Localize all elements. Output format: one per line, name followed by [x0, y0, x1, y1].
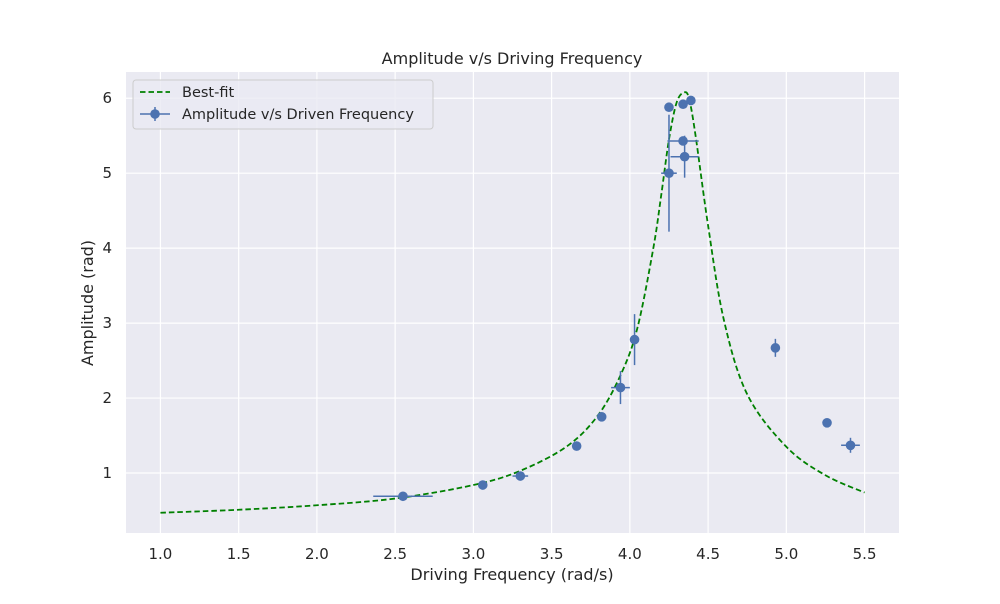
point-marker — [664, 102, 674, 113]
y-tick-label: 6 — [102, 89, 112, 107]
data-point — [373, 491, 433, 502]
legend-points-marker — [150, 109, 160, 119]
x-axis-label: Driving Frequency (rad/s) — [410, 565, 613, 584]
data-point — [841, 437, 860, 453]
y-tick-label: 2 — [102, 389, 112, 407]
x-tick-label: 3.0 — [461, 545, 485, 563]
data-points — [373, 95, 860, 502]
data-point — [571, 441, 582, 451]
data-point — [629, 314, 640, 366]
point-marker — [678, 136, 688, 146]
x-tick-label: 1.5 — [227, 545, 251, 563]
y-axis-label: Amplitude (rad) — [78, 240, 97, 366]
best-fit-line — [160, 91, 865, 514]
data-point — [770, 338, 781, 357]
point-marker — [477, 480, 488, 490]
x-tick-label: 3.5 — [540, 545, 564, 563]
plot-area — [126, 72, 899, 533]
point-marker — [679, 151, 690, 162]
data-point — [678, 99, 688, 110]
data-point — [596, 412, 607, 422]
legend-box — [132, 79, 434, 130]
legend-points-label: Amplitude v/s Driven Frequency — [182, 107, 414, 123]
point-marker — [615, 382, 626, 393]
data-point — [686, 95, 696, 106]
data-point — [670, 135, 699, 178]
data-point — [661, 114, 677, 232]
legend-fit-label: Best-fit — [182, 85, 234, 101]
point-marker — [686, 95, 696, 106]
point-marker — [770, 343, 781, 353]
y-tick-label: 3 — [102, 314, 112, 332]
point-marker — [664, 168, 674, 178]
data-point — [822, 418, 832, 428]
legend: Best-fit Amplitude v/s Driven Frequency — [132, 79, 434, 130]
point-marker — [515, 471, 526, 481]
x-tick-label: 5.5 — [853, 545, 877, 563]
best-fit-curve — [160, 91, 865, 514]
data-point — [664, 102, 674, 113]
data-point — [512, 471, 529, 481]
point-marker — [571, 441, 582, 451]
point-marker — [845, 440, 856, 451]
data-point — [477, 480, 488, 490]
x-tick-label: 2.5 — [383, 545, 407, 563]
x-tick-label: 4.5 — [696, 545, 720, 563]
point-marker — [398, 491, 408, 502]
data-point — [667, 136, 699, 146]
x-tick-label: 2.0 — [305, 545, 329, 563]
x-tick-label: 4.0 — [618, 545, 642, 563]
data-point — [611, 371, 630, 405]
x-tick-label: 1.0 — [148, 545, 172, 563]
tick-labels: 1.0 1.5 2.0 2.5 3.0 3.5 4.0 4.5 5.0 5.5 1 2 3 4 5 6 — [102, 89, 876, 563]
y-tick-label: 4 — [102, 239, 112, 257]
y-tick-label: 5 — [102, 164, 112, 182]
point-marker — [596, 412, 607, 422]
x-tick-label: 5.0 — [774, 545, 798, 563]
chart-title: Amplitude v/s Driving Frequency — [382, 49, 643, 68]
point-marker — [822, 418, 832, 428]
point-marker — [678, 99, 688, 110]
point-marker — [629, 334, 640, 345]
y-tick-label: 1 — [102, 464, 112, 482]
